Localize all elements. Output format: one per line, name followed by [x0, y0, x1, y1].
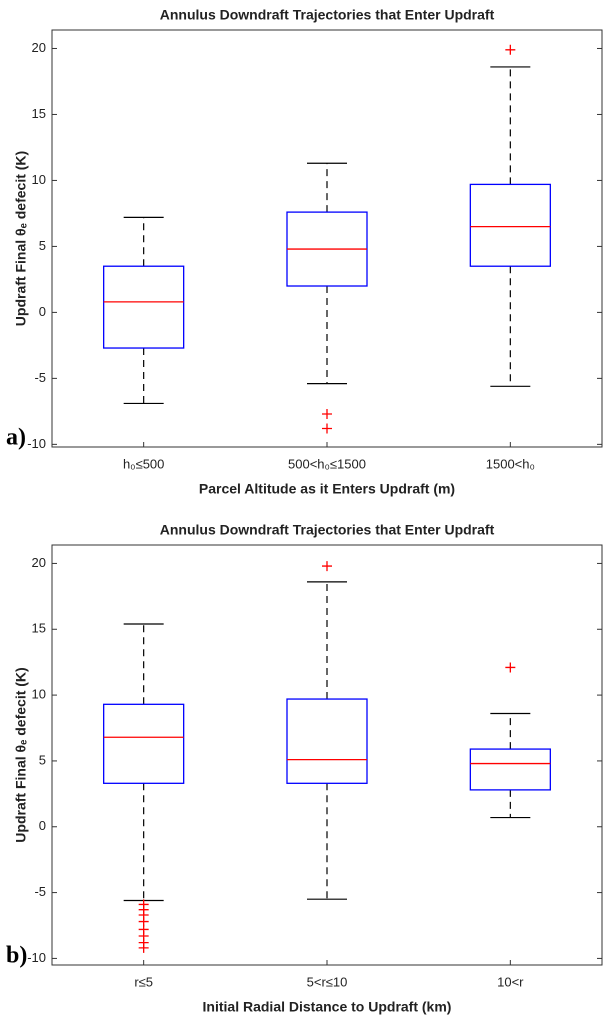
box: [469, 183, 551, 267]
outlier: [505, 44, 516, 55]
x-tick-label: 1500<h₀: [486, 456, 535, 471]
outlier: [322, 561, 332, 572]
chart-title: Annulus Downdraft Trajectories that Ente…: [160, 7, 495, 23]
y-tick-label: 10: [32, 687, 46, 702]
y-tick-label: 10: [32, 172, 46, 187]
chart-title: Annulus Downdraft Trajectories that Ente…: [160, 522, 495, 538]
box: [103, 703, 185, 784]
y-tick-label: 5: [39, 752, 46, 767]
x-axis-label: Initial Radial Distance to Updraft (km): [203, 999, 452, 1015]
outlier: [322, 409, 332, 420]
x-axis-label: Parcel Altitude as it Enters Updraft (m): [199, 481, 455, 497]
y-tick-label: 15: [32, 106, 46, 121]
box: [103, 265, 185, 349]
y-tick-label: -5: [34, 884, 46, 899]
panel-label: b): [6, 943, 27, 969]
y-axis-label: Updraft Final θₑ defecit (K): [13, 667, 29, 842]
box: [469, 748, 551, 791]
box: [286, 698, 368, 784]
y-tick-label: -5: [34, 370, 46, 385]
y-tick-label: 20: [32, 40, 46, 55]
y-axis-label: Updraft Final θₑ defecit (K): [13, 151, 29, 326]
y-tick-label: 5: [39, 238, 46, 253]
y-tick-label: -10: [27, 950, 46, 965]
x-tick-label: 10<r: [497, 974, 524, 989]
x-tick-label: r≤5: [134, 974, 153, 989]
y-tick-label: 0: [39, 304, 46, 319]
outlier: [138, 942, 149, 953]
x-tick-label: 5<r≤10: [307, 974, 348, 989]
x-tick-label: 500<h₀≤1500: [288, 456, 366, 471]
outlier: [322, 423, 332, 434]
y-tick-label: -10: [27, 436, 46, 451]
x-tick-label: h₀≤500: [123, 456, 164, 471]
y-tick-label: 0: [39, 818, 46, 833]
panel-label: a): [6, 425, 26, 451]
y-tick-label: 15: [32, 621, 46, 636]
y-tick-label: 20: [32, 555, 46, 570]
outlier: [505, 662, 516, 673]
